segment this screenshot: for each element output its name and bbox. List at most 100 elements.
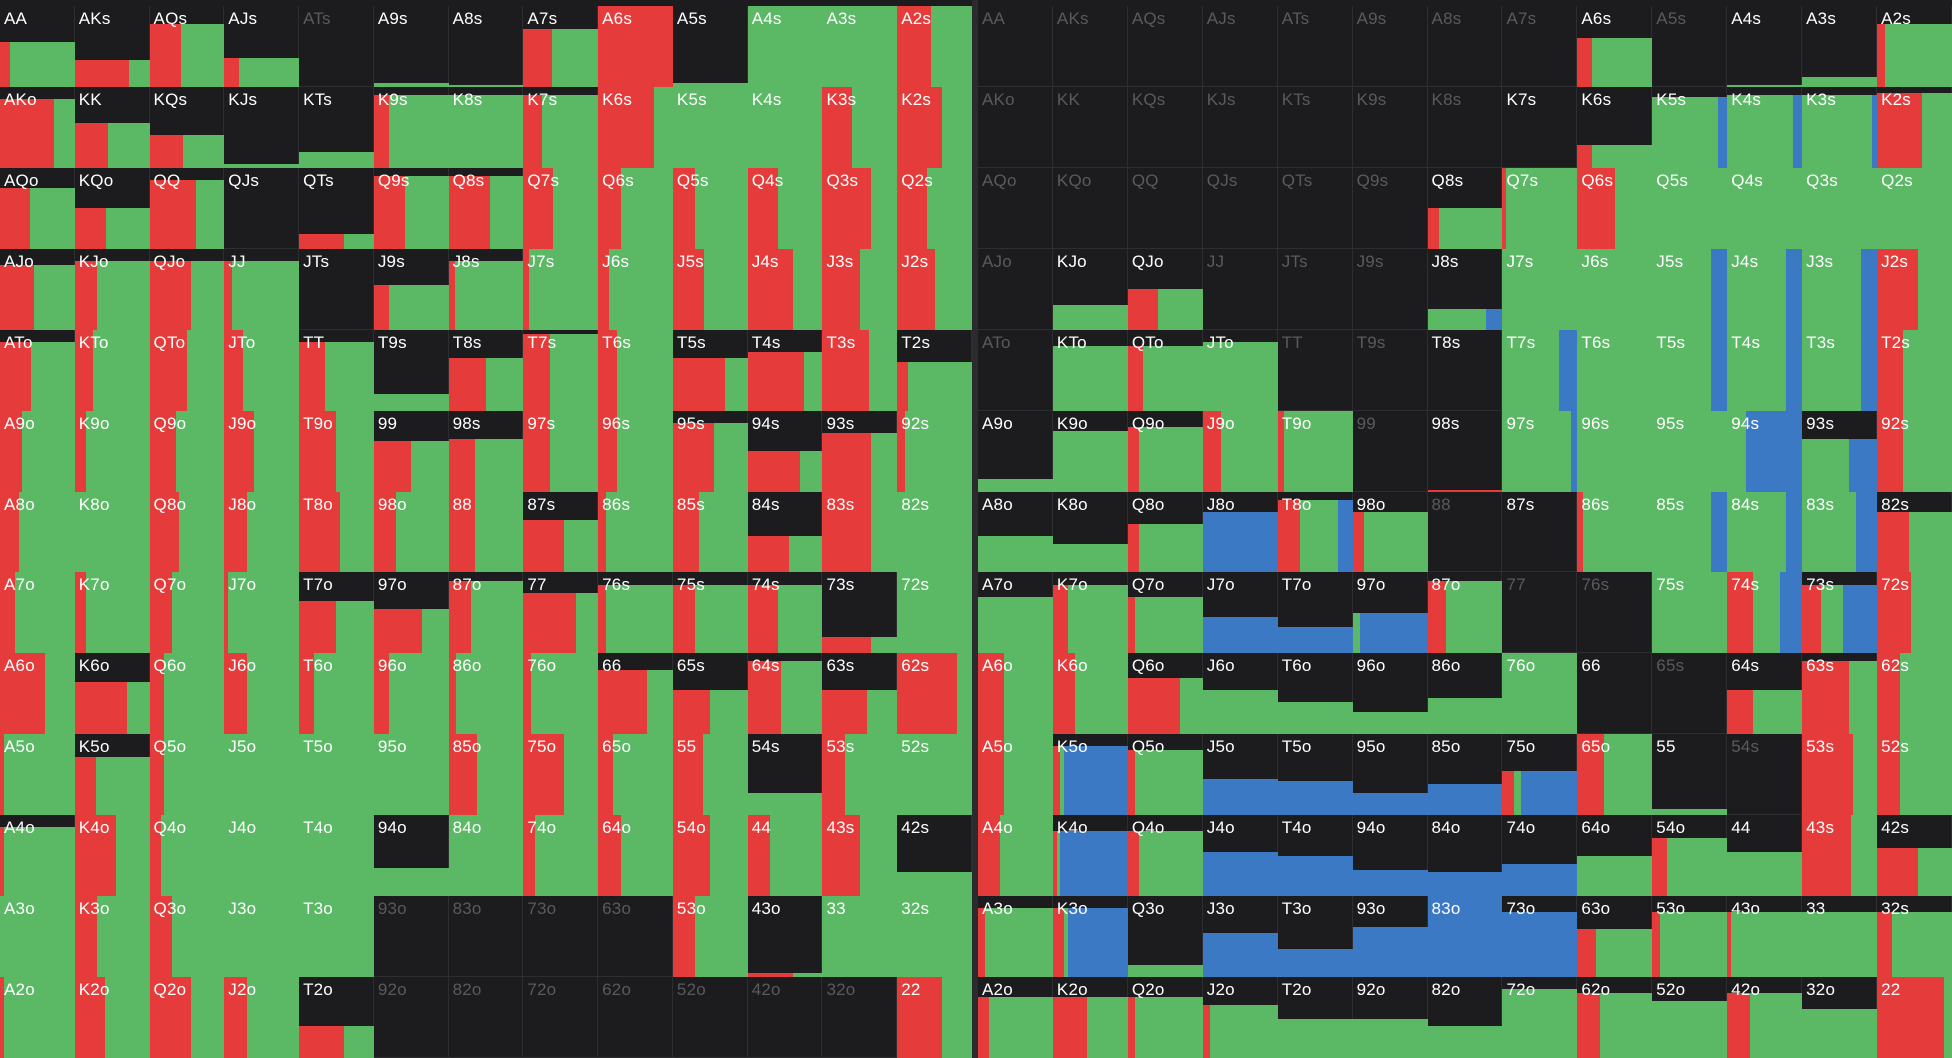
hand-cell-t7s[interactable]: T7s bbox=[523, 329, 599, 411]
hand-cell-kk[interactable]: KK bbox=[1052, 86, 1128, 168]
hand-cell-k7s[interactable]: K7s bbox=[523, 86, 599, 168]
hand-cell-74s[interactable]: 74s bbox=[747, 572, 823, 654]
hand-cell-k3o[interactable]: K3o bbox=[74, 896, 150, 978]
hand-cell-a5o[interactable]: A5o bbox=[978, 734, 1053, 816]
hand-cell-aks[interactable]: AKs bbox=[74, 6, 150, 87]
hand-cell-k4s[interactable]: K4s bbox=[1727, 86, 1803, 168]
hand-cell-j4o[interactable]: J4o bbox=[224, 815, 300, 897]
hand-cell-84s[interactable]: 84s bbox=[747, 491, 823, 573]
hand-cell-87s[interactable]: 87s bbox=[1502, 491, 1578, 573]
hand-cell-t5s[interactable]: T5s bbox=[1652, 329, 1728, 411]
hand-cell-k8s[interactable]: K8s bbox=[448, 86, 524, 168]
hand-cell-a9s[interactable]: A9s bbox=[373, 6, 449, 87]
hand-cell-82s[interactable]: 82s bbox=[1877, 491, 1952, 573]
hand-cell-a5s[interactable]: A5s bbox=[672, 6, 748, 87]
hand-cell-53s[interactable]: 53s bbox=[822, 734, 898, 816]
hand-cell-k7o[interactable]: K7o bbox=[74, 572, 150, 654]
hand-cell-kjo[interactable]: KJo bbox=[1052, 248, 1128, 330]
hand-cell-jts[interactable]: JTs bbox=[1277, 248, 1353, 330]
hand-cell-64s[interactable]: 64s bbox=[1727, 653, 1803, 735]
hand-cell-k3s[interactable]: K3s bbox=[822, 86, 898, 168]
hand-cell-ako[interactable]: AKo bbox=[978, 86, 1053, 168]
hand-cell-qts[interactable]: QTs bbox=[299, 167, 374, 249]
hand-cell-82o[interactable]: 82o bbox=[1427, 977, 1503, 1058]
hand-cell-93o[interactable]: 93o bbox=[1352, 896, 1428, 978]
hand-cell-jto[interactable]: JTo bbox=[224, 329, 300, 411]
hand-cell-74o[interactable]: 74o bbox=[523, 815, 599, 897]
hand-cell-64s[interactable]: 64s bbox=[747, 653, 823, 735]
hand-cell-kjs[interactable]: KJs bbox=[224, 86, 300, 168]
hand-cell-t5o[interactable]: T5o bbox=[299, 734, 374, 816]
hand-cell-76o[interactable]: 76o bbox=[523, 653, 599, 735]
hand-cell-ato[interactable]: ATo bbox=[0, 329, 75, 411]
hand-cell-j6s[interactable]: J6s bbox=[1577, 248, 1653, 330]
hand-cell-q8s[interactable]: Q8s bbox=[1427, 167, 1503, 249]
hand-cell-k9s[interactable]: K9s bbox=[1352, 86, 1428, 168]
hand-cell-jts[interactable]: JTs bbox=[299, 248, 374, 330]
hand-cell-j3s[interactable]: J3s bbox=[822, 248, 898, 330]
hand-cell-k6s[interactable]: K6s bbox=[598, 86, 673, 168]
hand-cell-74s[interactable]: 74s bbox=[1727, 572, 1803, 654]
hand-cell-94o[interactable]: 94o bbox=[373, 815, 449, 897]
hand-cell-q5s[interactable]: Q5s bbox=[1652, 167, 1728, 249]
hand-cell-63s[interactable]: 63s bbox=[1802, 653, 1878, 735]
hand-cell-j2o[interactable]: J2o bbox=[1202, 977, 1278, 1058]
hand-cell-65s[interactable]: 65s bbox=[672, 653, 748, 735]
hand-cell-33[interactable]: 33 bbox=[1802, 896, 1878, 978]
hand-cell-88[interactable]: 88 bbox=[1427, 491, 1503, 573]
hand-cell-62s[interactable]: 62s bbox=[1877, 653, 1952, 735]
hand-cell-ajs[interactable]: AJs bbox=[224, 6, 300, 87]
hand-cell-t6s[interactable]: T6s bbox=[1577, 329, 1653, 411]
hand-cell-a7s[interactable]: A7s bbox=[523, 6, 599, 87]
hand-cell-96o[interactable]: 96o bbox=[373, 653, 449, 735]
hand-cell-k8o[interactable]: K8o bbox=[1052, 491, 1128, 573]
hand-cell-aa[interactable]: AA bbox=[0, 6, 75, 87]
hand-cell-q7o[interactable]: Q7o bbox=[1127, 572, 1203, 654]
hand-cell-84s[interactable]: 84s bbox=[1727, 491, 1803, 573]
hand-cell-qto[interactable]: QTo bbox=[1127, 329, 1203, 411]
hand-cell-j6s[interactable]: J6s bbox=[598, 248, 673, 330]
hand-cell-t2s[interactable]: T2s bbox=[1877, 329, 1952, 411]
hand-cell-q4o[interactable]: Q4o bbox=[1127, 815, 1203, 897]
hand-cell-a2s[interactable]: A2s bbox=[1877, 6, 1952, 87]
hand-cell-32s[interactable]: 32s bbox=[897, 896, 972, 978]
hand-cell-k7s[interactable]: K7s bbox=[1502, 86, 1578, 168]
hand-cell-96s[interactable]: 96s bbox=[1577, 410, 1653, 492]
hand-cell-92s[interactable]: 92s bbox=[1877, 410, 1952, 492]
hand-cell-64o[interactable]: 64o bbox=[598, 815, 673, 897]
hand-cell-jj[interactable]: JJ bbox=[1202, 248, 1278, 330]
hand-cell-k6o[interactable]: K6o bbox=[1052, 653, 1128, 735]
hand-cell-k2o[interactable]: K2o bbox=[1052, 977, 1128, 1058]
hand-cell-54o[interactable]: 54o bbox=[672, 815, 748, 897]
hand-cell-32o[interactable]: 32o bbox=[822, 977, 898, 1058]
hand-cell-a2o[interactable]: A2o bbox=[978, 977, 1053, 1058]
hand-cell-a5o[interactable]: A5o bbox=[0, 734, 75, 816]
hand-cell-t9s[interactable]: T9s bbox=[1352, 329, 1428, 411]
hand-cell-a3o[interactable]: A3o bbox=[978, 896, 1053, 978]
hand-cell-99[interactable]: 99 bbox=[1352, 410, 1428, 492]
hand-cell-aa[interactable]: AA bbox=[978, 6, 1053, 87]
hand-cell-43s[interactable]: 43s bbox=[1802, 815, 1878, 897]
hand-cell-j5o[interactable]: J5o bbox=[1202, 734, 1278, 816]
hand-cell-k2s[interactable]: K2s bbox=[897, 86, 972, 168]
hand-cell-93s[interactable]: 93s bbox=[822, 410, 898, 492]
hand-cell-j6o[interactable]: J6o bbox=[224, 653, 300, 735]
hand-cell-52o[interactable]: 52o bbox=[1652, 977, 1728, 1058]
hand-cell-q8o[interactable]: Q8o bbox=[1127, 491, 1203, 573]
hand-cell-85s[interactable]: 85s bbox=[672, 491, 748, 573]
hand-cell-94s[interactable]: 94s bbox=[1727, 410, 1803, 492]
hand-cell-q6o[interactable]: Q6o bbox=[149, 653, 225, 735]
hand-cell-qjs[interactable]: QJs bbox=[1202, 167, 1278, 249]
hand-cell-j5o[interactable]: J5o bbox=[224, 734, 300, 816]
hand-cell-66[interactable]: 66 bbox=[598, 653, 673, 735]
hand-cell-k3s[interactable]: K3s bbox=[1802, 86, 1878, 168]
hand-cell-aqo[interactable]: AQo bbox=[978, 167, 1053, 249]
hand-cell-t4s[interactable]: T4s bbox=[747, 329, 823, 411]
hand-cell-98s[interactable]: 98s bbox=[448, 410, 524, 492]
hand-cell-t7s[interactable]: T7s bbox=[1502, 329, 1578, 411]
hand-cell-92o[interactable]: 92o bbox=[373, 977, 449, 1058]
hand-cell-q2o[interactable]: Q2o bbox=[149, 977, 225, 1058]
hand-cell-t8s[interactable]: T8s bbox=[1427, 329, 1503, 411]
hand-cell-k4s[interactable]: K4s bbox=[747, 86, 823, 168]
hand-cell-86o[interactable]: 86o bbox=[1427, 653, 1503, 735]
